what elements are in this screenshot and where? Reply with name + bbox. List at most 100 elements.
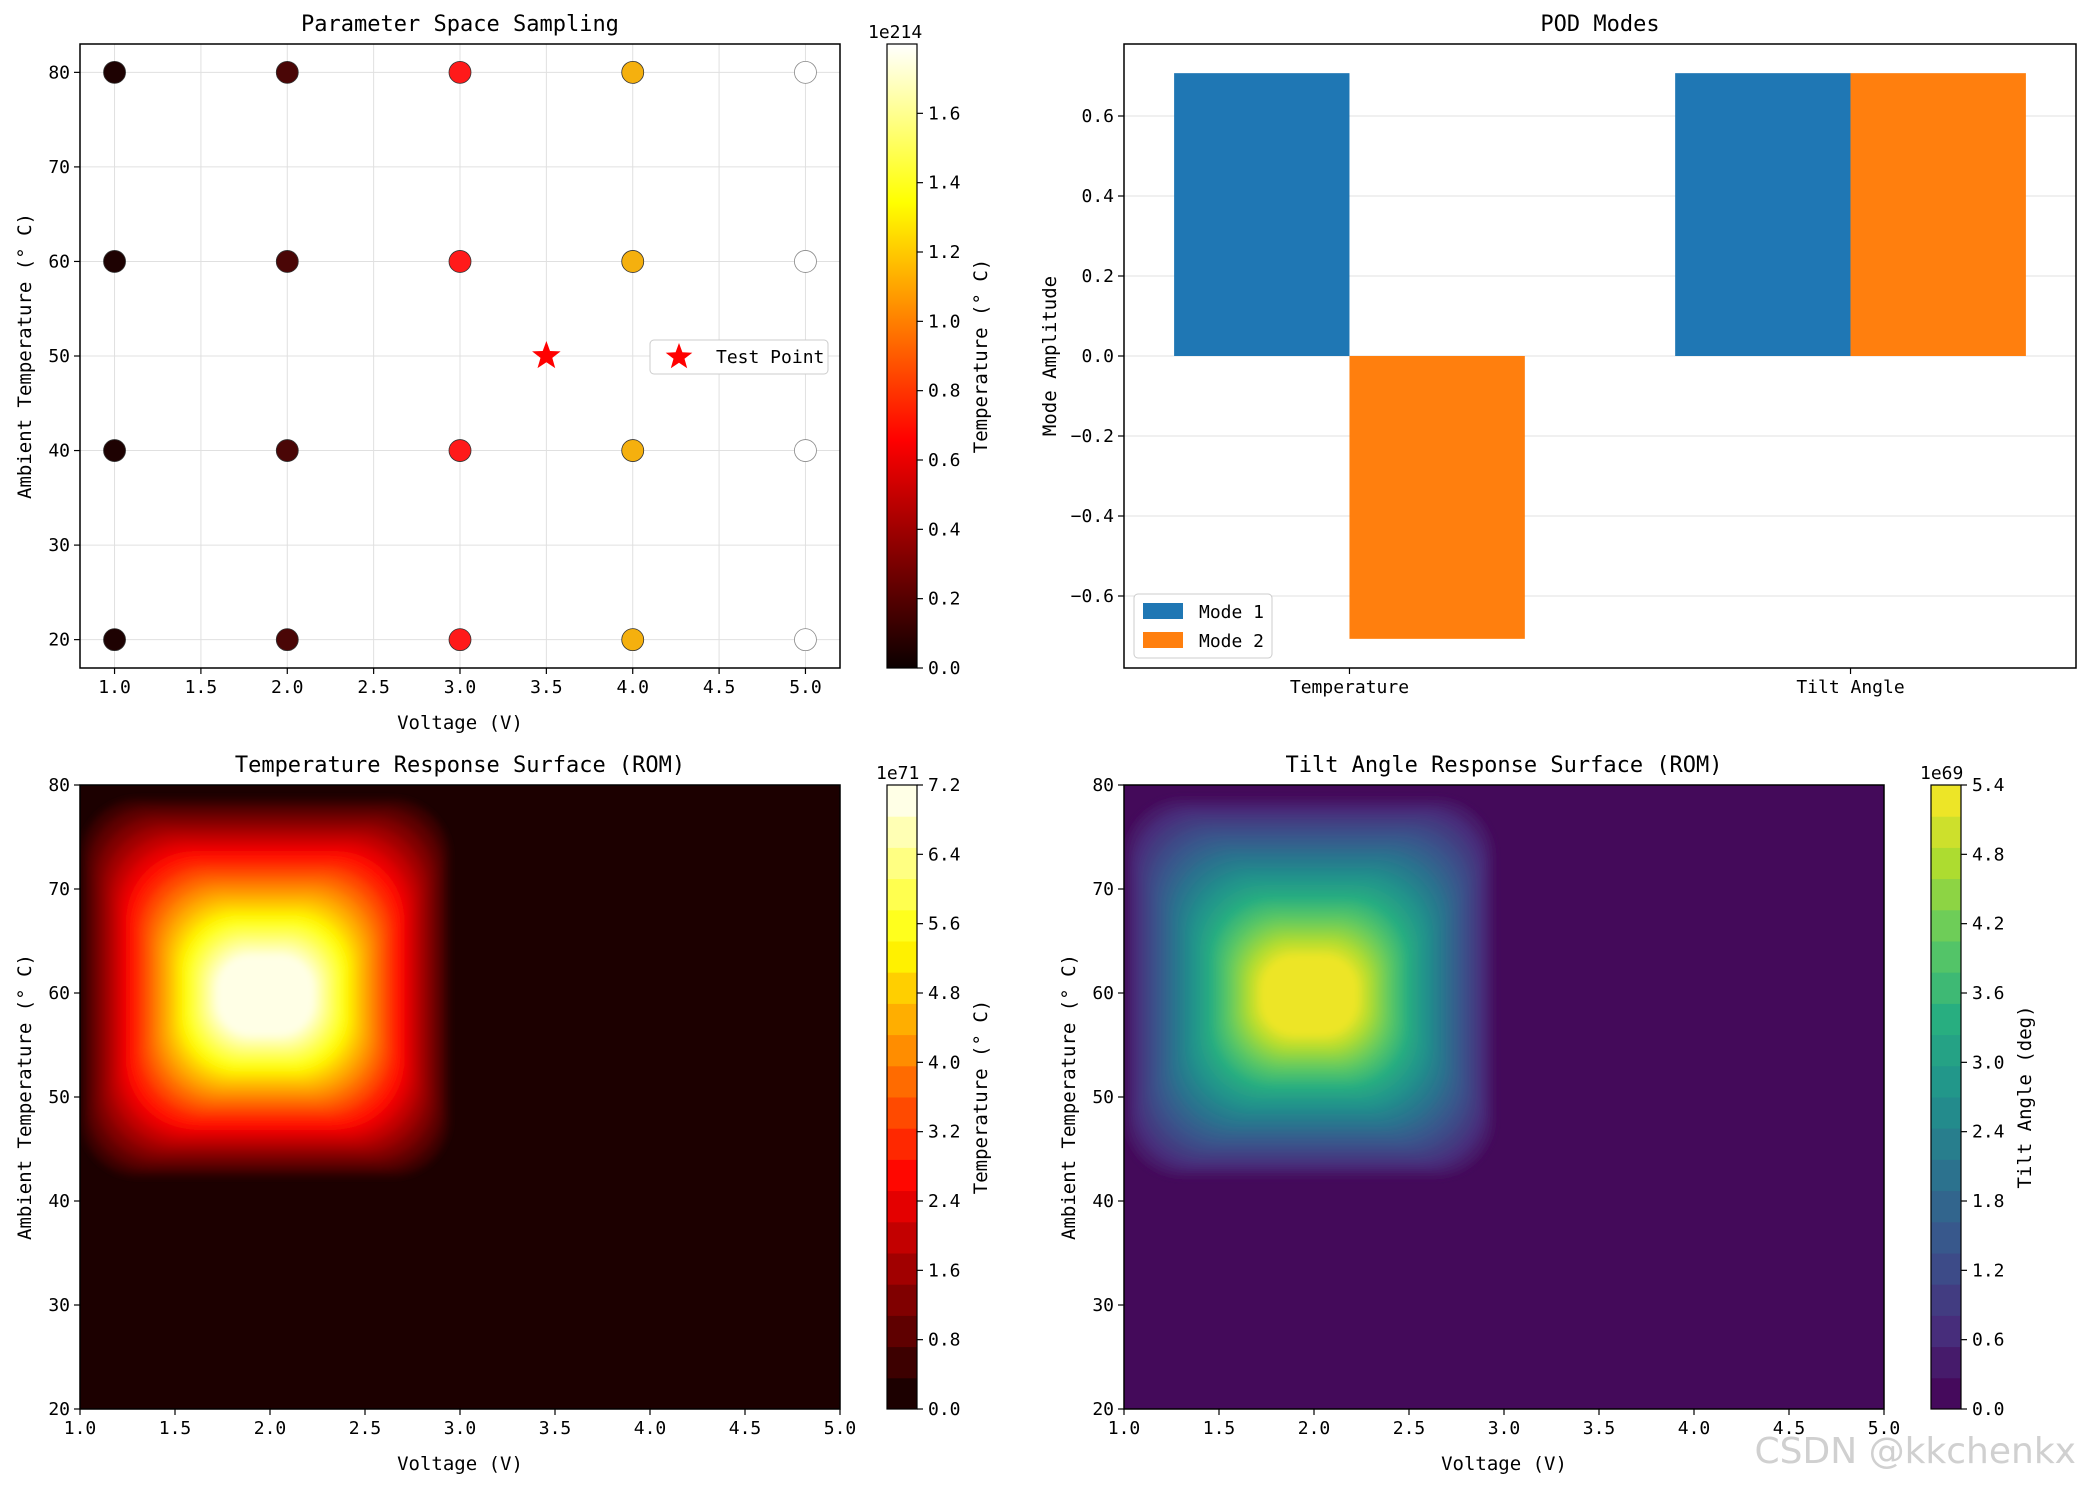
temp-surface-x-tick-label: 4.0	[634, 1418, 667, 1439]
tilt-surface-y-label: Ambient Temperature (° C)	[1058, 954, 1080, 1240]
temp-surface-colorbar-segment	[887, 1315, 917, 1348]
temp-surface-x-tick-label: 3.5	[539, 1418, 572, 1439]
watermark: CSDN @kkchenkx	[1754, 1431, 2076, 1472]
sample-point	[103, 250, 126, 273]
tilt-surface-x-ticks: 1.0 1.5 2.0 2.5 3.0 3.5 4.0 4.5 5.0	[1108, 1409, 1901, 1439]
sample-point	[275, 628, 299, 652]
sample-point	[275, 439, 299, 462]
bar-mode-2-tilt-angle	[1850, 73, 2026, 356]
tilt-surface-x-label: Voltage (V)	[1441, 1453, 1567, 1475]
scatter-x-tick-label: 2.0	[271, 677, 304, 698]
pod-y-tick-label: −0.4	[1071, 506, 1114, 527]
tilt-surface-y-ticks: 20 30 40 50 60 70 80	[1092, 775, 1124, 1420]
tilt-surface-colorbar-segment	[1931, 1003, 1961, 1036]
scatter-x-tick-label: 4.0	[616, 677, 649, 698]
sample-point	[103, 628, 126, 652]
scatter-y-ticks: 20 30 40 50 60 70 80	[48, 62, 80, 651]
tilt-surface-colorbar-tick-label: 1.8	[1972, 1191, 2005, 1212]
temp-surface-colorbar-label: Temperature (° C)	[970, 1000, 992, 1194]
temp-surface-colorbar-segment	[887, 1190, 917, 1223]
scatter-colorbar-tick-label: 0.6	[928, 450, 961, 471]
sample-point	[794, 60, 817, 84]
mode2-legend-swatch	[1143, 632, 1183, 648]
tilt-surface-colorbar-segment	[1931, 1034, 1961, 1067]
sample-point	[621, 60, 645, 84]
bar-mode-2-temperature	[1349, 356, 1525, 639]
tilt-surface-x-tick-label: 4.0	[1678, 1418, 1711, 1439]
pod-x-tick-label: Tilt Angle	[1796, 677, 1904, 698]
tilt-surface-colorbar-segment	[1931, 909, 1961, 942]
temp-surface-colorbar-tick-label: 1.6	[928, 1260, 961, 1281]
sample-point	[621, 628, 645, 652]
tilt-surface-y-tick-label: 40	[1092, 1191, 1114, 1212]
temp-surface-colorbar-tick-label: 2.4	[928, 1191, 961, 1212]
tilt-surface-colorbar-ticks: 0.0 0.6 1.2 1.8 2.4 3.0 3.6 4.2 4.8 5.4	[1961, 775, 2005, 1420]
tilt-surface-colorbar-segment	[1931, 941, 1961, 973]
scatter-x-tick-label: 4.5	[703, 677, 736, 698]
scatter-colorbar-tick-label: 0.4	[928, 519, 961, 540]
mode1-legend-swatch	[1143, 603, 1183, 619]
temp-surface-colorbar-tick-label: 5.6	[928, 914, 961, 935]
temp-surface-colorbar-segment	[887, 941, 917, 973]
tilt-surface-colorbar-segment	[1931, 1346, 1961, 1379]
sample-point	[448, 60, 472, 84]
tilt-surface-colorbar-exponent: 1e69	[1920, 763, 1963, 784]
temp-surface-colorbar-segment	[887, 785, 917, 817]
pod-bars	[1174, 73, 2026, 639]
scatter-panel: Parameter Space Sampling 1.0 1.5 2.0 2.5 3.0…	[14, 12, 992, 734]
tilt-surface-colorbar-frame	[1930, 784, 1962, 1410]
tilt-surface-colorbar	[1930, 784, 1962, 1410]
temp-surface-colorbar-frame	[886, 784, 918, 1410]
tilt-surface-x-tick-label: 5.0	[1868, 1418, 1901, 1439]
pod-panel: POD Modes −0.6 −0.4 −0.2 0.0 0.2 0.4 0.6 Tempe…	[1039, 12, 2077, 698]
tilt-surface-colorbar-segment	[1931, 1159, 1961, 1192]
scatter-y-tick-label: 50	[48, 346, 70, 367]
test-point-marker	[532, 341, 561, 369]
temp-surface-x-tick-label: 1.5	[159, 1418, 192, 1439]
temp-surface-colorbar-tick-label: 4.8	[928, 983, 961, 1004]
sample-point	[103, 60, 126, 84]
temp-surface-colorbar-tick-label: 3.2	[928, 1122, 961, 1143]
scatter-colorbar-tick-label: 0.0	[928, 658, 961, 679]
scatter-colorbar-exponent: 1e214	[868, 22, 922, 43]
sample-point	[275, 250, 299, 273]
temp-surface-colorbar-tick-label: 0.8	[928, 1330, 961, 1351]
tilt-surface-x-tick-label: 1.5	[1203, 1418, 1236, 1439]
temp-surface-x-tick-label: 3.0	[444, 1418, 477, 1439]
sample-point	[794, 250, 817, 273]
scatter-points	[103, 60, 817, 652]
tilt-surface-colorbar-tick-label: 0.0	[1972, 1399, 2005, 1420]
temp-surface-colorbar-tick-label: 6.4	[928, 844, 961, 865]
temp-surface-colorbar	[886, 784, 918, 1410]
temp-surface-colorbar-segment	[887, 816, 917, 848]
temp-surface-colorbar-exponent: 1e71	[876, 763, 919, 784]
bar-mode-1-tilt-angle	[1675, 73, 1851, 356]
scatter-y-tick-label: 60	[48, 251, 70, 272]
tilt-surface-colorbar-segment	[1931, 785, 1961, 817]
mode1-legend-label: Mode 1	[1199, 602, 1264, 623]
temp-surface-contour-level	[215, 953, 316, 1038]
test-point-legend-label: Test Point	[716, 347, 824, 368]
sample-point	[103, 439, 126, 462]
tilt-surface-x-tick-label: 3.0	[1488, 1418, 1521, 1439]
temp-surface-colorbar-segment	[887, 1097, 917, 1129]
sample-point	[794, 628, 817, 652]
sample-point	[621, 250, 645, 273]
temp-surface-colorbar-segment	[887, 1377, 917, 1410]
temp-surface-panel: Temperature Response Surface (ROM) 1.0 1.…	[14, 753, 992, 1475]
temp-surface-x-tick-label: 1.0	[64, 1418, 97, 1439]
tilt-surface-x-tick-label: 1.0	[1108, 1418, 1141, 1439]
temp-surface-y-tick-label: 40	[48, 1191, 70, 1212]
pod-y-tick-label: 0.0	[1081, 346, 1114, 367]
scatter-x-tick-label: 2.5	[357, 677, 390, 698]
mode2-legend-label: Mode 2	[1199, 631, 1264, 652]
tilt-surface-colorbar-tick-label: 2.4	[1972, 1122, 2005, 1143]
temp-surface-colorbar-segment	[887, 1159, 917, 1192]
temp-surface-colorbar-segment	[887, 878, 917, 911]
temp-surface-colorbar-segment	[887, 1128, 917, 1160]
pod-legend: Mode 1 Mode 2	[1133, 593, 1273, 659]
tilt-surface-colorbar-tick-label: 4.8	[1972, 844, 2005, 865]
scatter-colorbar-tick-label: 1.0	[928, 311, 961, 332]
tilt-surface-colorbar-tick-label: 0.6	[1972, 1330, 2005, 1351]
sample-point	[448, 439, 472, 462]
